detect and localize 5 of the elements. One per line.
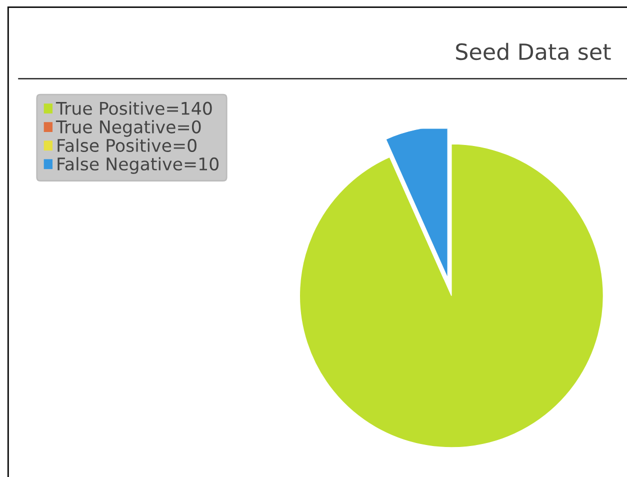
chart-title: Seed Data set [456,42,611,60]
legend-label: True Positive=140 [56,101,212,115]
legend-label: False Positive=0 [58,138,196,152]
legend-label: True Negative=0 [56,120,201,137]
legend-label: False Negative=10 [58,157,218,174]
